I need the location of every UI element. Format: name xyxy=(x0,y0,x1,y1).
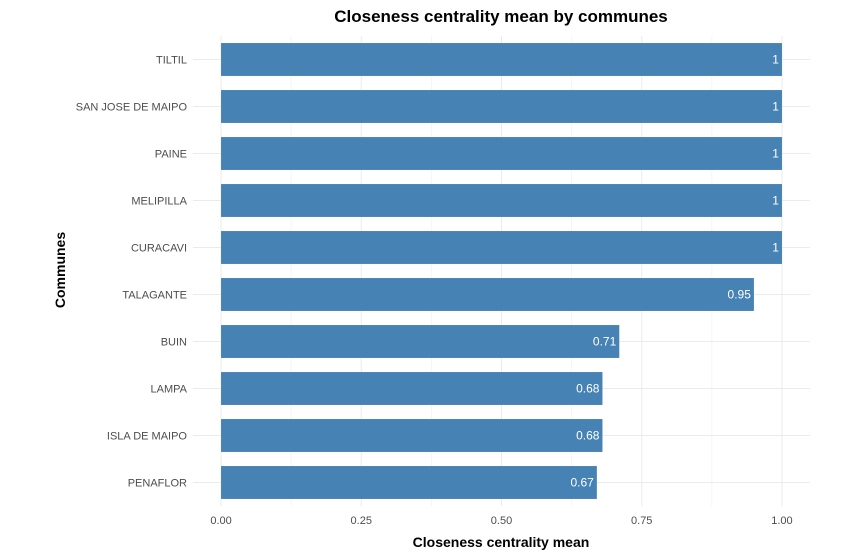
data-labels: 1 1 1 1 1 0.95 0.71 0.68 0.68 0.67 xyxy=(570,53,779,490)
bar xyxy=(221,184,782,217)
x-tick-label: 0.25 xyxy=(351,515,372,527)
data-label: 0.68 xyxy=(576,382,600,396)
data-label: 1 xyxy=(772,53,779,67)
x-axis-ticks: 0.00 0.25 0.50 0.75 1.00 xyxy=(210,515,792,527)
y-tick-label: BUIN xyxy=(161,337,187,349)
bars xyxy=(221,43,782,499)
y-tick-label: PAINE xyxy=(155,149,187,161)
y-tick-label: TALAGANTE xyxy=(122,290,187,302)
x-tick-label: 0.00 xyxy=(210,515,231,527)
y-axis-title: Communes xyxy=(52,232,68,308)
y-tick-label: TILTIL xyxy=(156,55,187,67)
y-tick-label: SAN JOSE DE MAIPO xyxy=(76,102,188,114)
bar xyxy=(221,90,782,123)
bar xyxy=(221,325,620,358)
x-axis-title: Closeness centrality mean xyxy=(413,534,590,550)
y-tick-label: ISLA DE MAIPO xyxy=(107,431,188,443)
chart-title: Closeness centrality mean by communes xyxy=(334,7,668,26)
data-label: 0.71 xyxy=(593,335,617,349)
data-label: 0.95 xyxy=(728,288,752,302)
data-label: 1 xyxy=(772,100,779,114)
data-label: 1 xyxy=(772,147,779,161)
bar xyxy=(221,372,603,405)
bar xyxy=(221,43,782,76)
data-label: 0.67 xyxy=(570,476,594,490)
bar xyxy=(221,137,782,170)
x-tick-label: 0.75 xyxy=(631,515,652,527)
y-axis-ticks: TILTIL SAN JOSE DE MAIPO PAINE MELIPILLA CUR… xyxy=(76,55,188,490)
y-tick-label: LAMPA xyxy=(151,384,188,396)
data-label: 1 xyxy=(772,194,779,208)
x-tick-label: 0.50 xyxy=(491,515,512,527)
data-label: 1 xyxy=(772,241,779,255)
data-label: 0.68 xyxy=(576,429,600,443)
y-tick-label: MELIPILLA xyxy=(131,196,187,208)
bar xyxy=(221,466,597,499)
bar xyxy=(221,419,603,452)
y-tick-label: CURACAVI xyxy=(131,243,187,255)
x-tick-label: 1.00 xyxy=(771,515,792,527)
bar xyxy=(221,278,754,311)
bar xyxy=(221,231,782,264)
y-tick-label: PENAFLOR xyxy=(128,478,187,490)
